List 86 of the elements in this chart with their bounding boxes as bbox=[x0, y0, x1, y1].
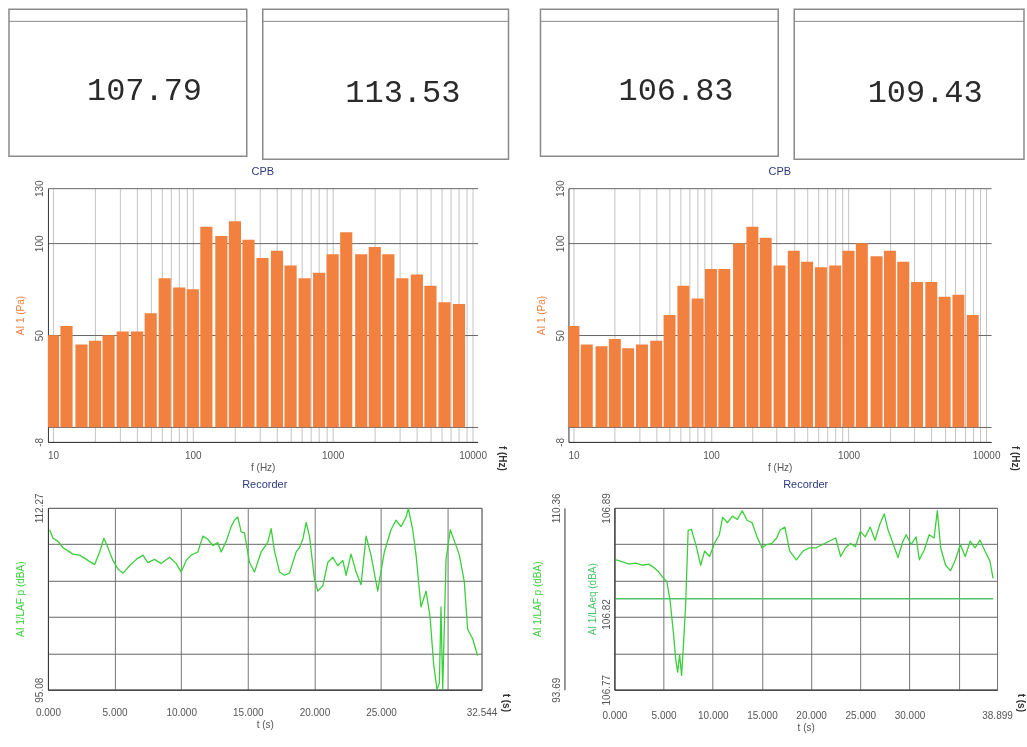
x-tick-label: 32.544 bbox=[466, 706, 498, 718]
chart-title: CPB bbox=[768, 164, 792, 177]
bar bbox=[173, 287, 186, 428]
text: 107.79 bbox=[86, 73, 203, 111]
bar bbox=[635, 344, 648, 428]
x-tick-label: 0.000 bbox=[35, 706, 62, 718]
x-axis-title: t (s) bbox=[256, 718, 274, 730]
chart-title: CPB bbox=[251, 164, 275, 177]
bar bbox=[215, 235, 228, 428]
bar bbox=[144, 313, 157, 428]
bar bbox=[829, 265, 842, 428]
bar bbox=[925, 281, 938, 428]
x-tick-label: 10.000 bbox=[697, 709, 729, 721]
bar bbox=[814, 267, 827, 428]
bar bbox=[298, 278, 311, 428]
bar bbox=[452, 304, 466, 428]
line-series bbox=[615, 510, 994, 677]
x-tick-label: 15.000 bbox=[747, 709, 779, 721]
text: f (Hz) bbox=[1010, 445, 1022, 471]
y-tick-label: 130 bbox=[554, 179, 566, 198]
x-tick-label: 1000 bbox=[322, 450, 345, 462]
bar bbox=[759, 237, 772, 428]
x-tick-label: 10000 bbox=[459, 450, 488, 462]
x-axis-title: t (s) bbox=[797, 721, 815, 733]
x-tick-label: 25.000 bbox=[366, 706, 398, 718]
bar bbox=[650, 340, 663, 428]
bar bbox=[355, 254, 368, 428]
text: 113.53 bbox=[345, 74, 461, 112]
x-axis-title: f (Hz) bbox=[251, 462, 276, 474]
y-axis-title: AI 1 (Pa) bbox=[15, 295, 27, 336]
y-tick-label: 130 bbox=[34, 179, 46, 198]
x-tick-label: 20.000 bbox=[299, 706, 331, 718]
x-tick-label: 1000 bbox=[837, 450, 861, 462]
x-tick-label: 100 bbox=[184, 450, 203, 462]
bar bbox=[102, 335, 115, 428]
x-tick-label: 5.000 bbox=[102, 706, 128, 718]
bar bbox=[568, 326, 580, 428]
bar bbox=[773, 265, 786, 428]
x-axis-title: f (Hz) bbox=[768, 462, 793, 474]
y-tick-label: 50 bbox=[554, 329, 566, 342]
y-axis-title: AI 1/LAF p (dBA) bbox=[15, 561, 27, 638]
y2-tick-label: 106.77 bbox=[600, 674, 612, 706]
y-axis-title: AI 1 (Pa) bbox=[535, 295, 547, 336]
x-tick-label: 25.000 bbox=[845, 709, 877, 721]
x-tick-label: 15.000 bbox=[233, 706, 265, 718]
x-tick-label: 0.000 bbox=[602, 709, 628, 721]
text: f (Hz) bbox=[496, 445, 508, 471]
y-tick-label: 100 bbox=[34, 235, 46, 253]
bar bbox=[131, 331, 144, 428]
chart-title: Recorder bbox=[783, 477, 829, 490]
bar bbox=[966, 315, 979, 428]
y-tick-label: 95.08 bbox=[34, 677, 46, 703]
x-tick-label: 20.000 bbox=[796, 709, 828, 721]
y-tick-label: 112.27 bbox=[34, 493, 46, 524]
y2-tick-label: 106.89 bbox=[600, 492, 612, 524]
chart-title: Recorder bbox=[242, 477, 288, 490]
x-tick-label: 100 bbox=[703, 450, 721, 462]
bar bbox=[855, 243, 868, 428]
bar bbox=[158, 278, 171, 428]
y-tick-label: 110.36 bbox=[550, 493, 562, 524]
bar bbox=[842, 250, 855, 428]
y-tick-label: -8 bbox=[34, 437, 46, 447]
y2-tick-label: 106.82 bbox=[600, 598, 612, 630]
y2-axis-title: AI 1/LAeq (dBA) bbox=[586, 563, 598, 636]
bar bbox=[116, 331, 129, 428]
x-tick-label: 10.000 bbox=[166, 706, 198, 718]
line-series bbox=[49, 507, 479, 690]
y-tick-label: 50 bbox=[34, 329, 46, 342]
y-axis-title: AI 1/LAF p (dBA) bbox=[531, 561, 543, 638]
y-tick-label: 93.69 bbox=[550, 677, 562, 703]
x-tick-label: 10 bbox=[47, 450, 60, 462]
x-tick-label: 5.000 bbox=[651, 709, 678, 721]
text: t (s) bbox=[500, 693, 512, 712]
x-tick-label: 30.000 bbox=[894, 709, 926, 721]
bar bbox=[396, 278, 409, 428]
y-tick-label: 100 bbox=[554, 235, 566, 253]
x-tick-label: 10 bbox=[568, 450, 580, 462]
text: 106.83 bbox=[618, 73, 734, 111]
text: t (s) bbox=[1016, 693, 1027, 712]
bar bbox=[911, 281, 924, 428]
bar bbox=[580, 344, 593, 428]
bar bbox=[313, 272, 326, 428]
x-tick-label: 38.899 bbox=[982, 709, 1014, 721]
y-tick-label: -8 bbox=[554, 437, 566, 447]
text: 109.43 bbox=[867, 74, 983, 112]
x-tick-label: 10000 bbox=[972, 450, 1001, 462]
